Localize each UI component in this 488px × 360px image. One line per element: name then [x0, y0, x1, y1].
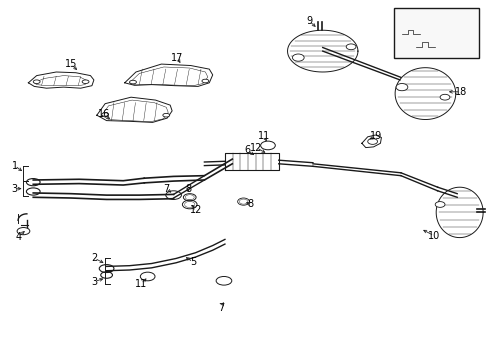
Text: 13: 13 [465, 41, 477, 51]
Ellipse shape [33, 80, 40, 84]
Text: 3: 3 [12, 184, 18, 194]
Text: 5: 5 [190, 257, 196, 267]
Ellipse shape [434, 202, 444, 207]
Text: 3: 3 [91, 276, 97, 287]
Bar [393, 8, 478, 58]
Ellipse shape [129, 80, 136, 84]
Ellipse shape [102, 113, 108, 116]
Text: 12: 12 [190, 204, 203, 215]
Ellipse shape [82, 80, 89, 84]
Ellipse shape [367, 139, 377, 144]
Ellipse shape [346, 44, 355, 50]
Text: 19: 19 [369, 131, 382, 141]
Text: 11: 11 [134, 279, 147, 289]
Ellipse shape [163, 113, 169, 117]
Text: 16: 16 [97, 109, 110, 120]
Ellipse shape [395, 84, 407, 91]
Text: 8: 8 [185, 184, 191, 194]
Ellipse shape [292, 54, 304, 61]
Text: 10: 10 [427, 231, 440, 241]
Text: 11: 11 [257, 131, 270, 141]
Text: 14: 14 [416, 31, 428, 41]
Text: 2: 2 [91, 253, 97, 263]
Ellipse shape [17, 228, 30, 235]
Text: 12: 12 [249, 143, 262, 153]
Text: 17: 17 [170, 53, 183, 63]
Text: 9: 9 [305, 16, 311, 26]
Text: 8: 8 [247, 199, 253, 210]
Text: 18: 18 [453, 87, 466, 97]
Text: 7: 7 [218, 303, 224, 313]
Text: 7: 7 [163, 184, 169, 194]
Text: 6: 6 [244, 145, 249, 156]
Text: 4: 4 [16, 232, 21, 242]
Text: 1: 1 [12, 161, 18, 171]
Text: 15: 15 [64, 59, 77, 69]
Ellipse shape [202, 79, 208, 83]
Ellipse shape [439, 94, 449, 100]
